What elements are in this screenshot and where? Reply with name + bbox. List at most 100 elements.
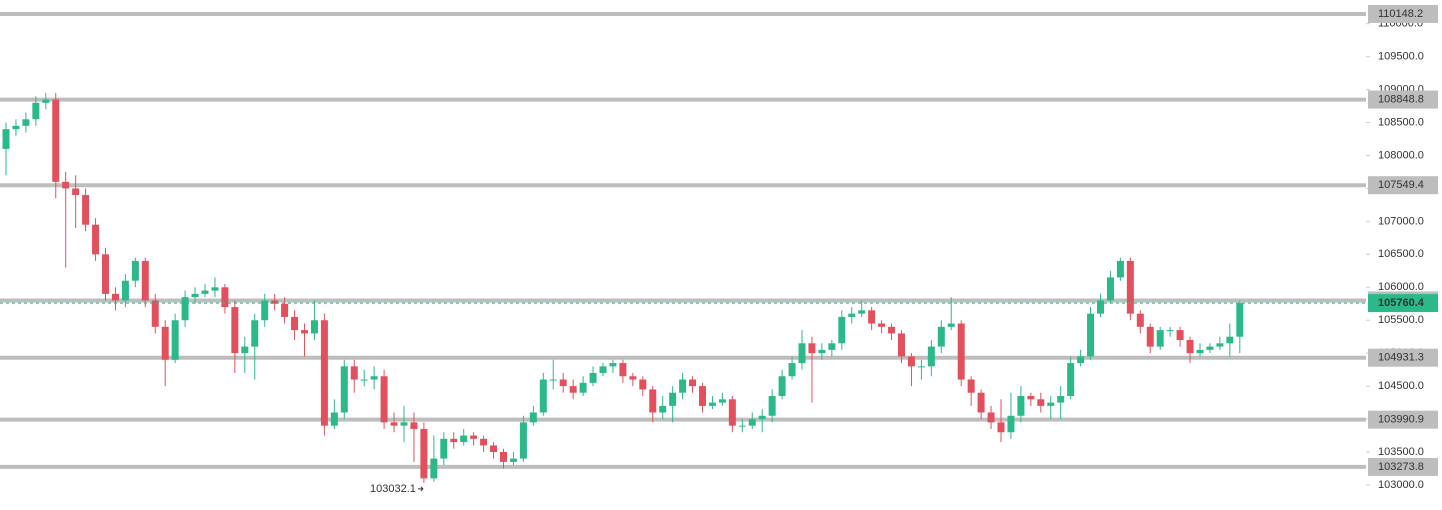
- candle-body: [659, 405, 667, 413]
- candle-body: [181, 297, 189, 321]
- candle-body: [1236, 303, 1244, 337]
- candle-body: [82, 195, 90, 225]
- candle-body: [898, 333, 905, 357]
- candle-body: [211, 287, 219, 291]
- level-label-box: [1368, 176, 1438, 195]
- candle-body: [649, 389, 657, 413]
- candle-body: [699, 386, 706, 406]
- candle-body: [579, 382, 587, 393]
- candle-body: [231, 307, 239, 354]
- y-tick-label: 106500.0: [1378, 248, 1424, 260]
- level-label: 108848.8: [1378, 93, 1424, 105]
- candle-body: [1077, 356, 1085, 364]
- candle-body: [669, 392, 677, 406]
- candle-body: [828, 343, 836, 350]
- candle-body: [420, 428, 428, 479]
- y-tick-label: 108000.0: [1378, 149, 1424, 161]
- candle-body: [967, 379, 975, 393]
- candle-body: [131, 260, 139, 281]
- candle-body: [1146, 326, 1154, 347]
- candle-body: [679, 379, 687, 393]
- candle-body: [121, 280, 129, 301]
- level-label-box: [1368, 410, 1438, 429]
- candle-body: [350, 366, 358, 380]
- candle-body: [500, 452, 507, 462]
- last-price-label: 105760.4: [1378, 297, 1425, 309]
- candle-body: [997, 422, 1005, 433]
- candle-body: [301, 330, 308, 334]
- candle-body: [360, 379, 368, 381]
- candle-body: [1067, 363, 1075, 397]
- candle-body: [32, 102, 40, 120]
- candle-body: [221, 287, 229, 308]
- candle-body: [1226, 336, 1234, 344]
- candle-body: [271, 300, 279, 304]
- candle-body: [818, 349, 826, 354]
- candle-body: [609, 363, 617, 367]
- candle-body: [42, 99, 50, 103]
- last-price-box: [1368, 294, 1438, 313]
- candle-body: [440, 438, 448, 459]
- level-label-box: [1368, 90, 1438, 109]
- candle-body: [52, 99, 60, 182]
- candle-body: [261, 300, 269, 321]
- candle-body: [868, 310, 876, 324]
- candle-body: [937, 326, 945, 347]
- candle-body: [987, 412, 995, 423]
- candle-body: [370, 376, 378, 380]
- y-tick-label: 103500.0: [1378, 446, 1424, 458]
- candle-body: [639, 379, 647, 390]
- candle-body: [1216, 343, 1224, 347]
- candle-body: [320, 320, 328, 426]
- candle-body: [1007, 415, 1015, 433]
- candle-body: [281, 303, 289, 317]
- candle-body: [400, 422, 408, 426]
- candle-body: [927, 346, 935, 367]
- candle-body: [151, 300, 159, 327]
- candle-body: [62, 181, 70, 189]
- candle-body: [410, 422, 418, 429]
- candle-body: [1196, 349, 1204, 354]
- level-label: 103273.8: [1378, 461, 1424, 473]
- candle-body: [1126, 260, 1134, 314]
- level-label: 104931.3: [1378, 352, 1424, 364]
- candle-body: [1017, 396, 1025, 416]
- level-label-box: [1368, 457, 1438, 476]
- candle-body: [559, 379, 567, 387]
- candle-body: [1116, 260, 1124, 278]
- candle-body: [529, 412, 537, 423]
- level-label: 107549.4: [1378, 179, 1424, 191]
- candle-body: [1047, 402, 1055, 406]
- candle-body: [480, 438, 488, 446]
- candle-body: [599, 366, 607, 373]
- candle-body: [340, 366, 348, 413]
- candle-body: [629, 376, 637, 380]
- candle-body: [768, 396, 776, 416]
- candle-body: [310, 320, 318, 334]
- candle-body: [1186, 340, 1194, 354]
- candle-body: [858, 310, 866, 314]
- candle-body: [92, 224, 100, 255]
- candle-body: [102, 254, 109, 294]
- candle-body: [758, 415, 766, 420]
- candle-body: [72, 188, 80, 196]
- candle-body: [1136, 313, 1144, 327]
- candle-body: [1087, 313, 1095, 357]
- candle-body: [330, 412, 338, 426]
- candle-body: [1027, 396, 1035, 400]
- candle-body: [957, 323, 965, 380]
- candle-body: [490, 445, 498, 453]
- y-tick-label: 103000.0: [1378, 479, 1424, 491]
- candle-body: [430, 458, 438, 479]
- y-tick-label: 109500.0: [1378, 51, 1424, 63]
- candle-body: [519, 422, 527, 459]
- candle-body: [390, 422, 398, 426]
- candle-body: [917, 366, 925, 368]
- candle-body: [689, 379, 697, 387]
- candle-body: [549, 379, 557, 381]
- candle-body: [2, 129, 10, 149]
- candle-body: [748, 419, 756, 426]
- y-tick-label: 104500.0: [1378, 380, 1424, 392]
- low-annotation: 103032.1: [370, 483, 416, 495]
